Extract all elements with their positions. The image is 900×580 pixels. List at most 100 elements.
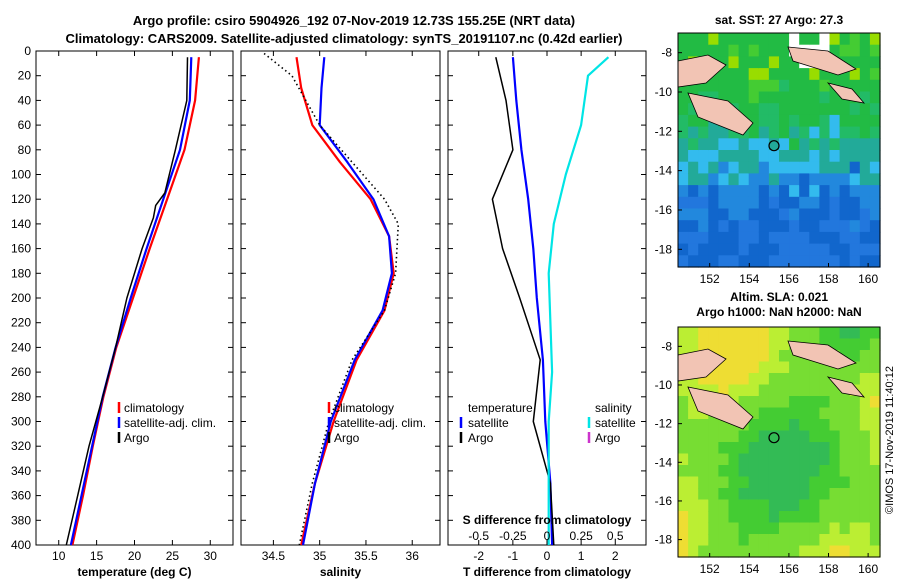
map-cell <box>869 150 881 163</box>
map-cell <box>799 185 810 198</box>
map-y-tick-label: -8 <box>661 339 672 353</box>
map-cell <box>758 476 770 489</box>
map-cell <box>738 220 750 233</box>
map-cell <box>859 33 871 46</box>
map-cell <box>799 373 810 386</box>
map-cell <box>708 33 719 46</box>
map-cell <box>688 196 699 210</box>
map-cell <box>758 384 770 397</box>
map-cell <box>799 396 810 409</box>
map-cell <box>698 220 709 233</box>
map-cell <box>799 442 810 455</box>
map-cell <box>859 361 871 374</box>
map-cell <box>758 138 770 151</box>
x-tick-label: -1 <box>508 549 519 563</box>
map-cell <box>768 150 780 163</box>
map-cell <box>718 545 730 558</box>
map-cell <box>708 511 719 524</box>
map-cell <box>849 522 861 535</box>
map-cell <box>849 68 861 81</box>
map-cell <box>708 161 719 174</box>
map-cell <box>748 103 760 116</box>
map-cell <box>799 476 810 489</box>
s-tick-label: 0 <box>544 529 551 543</box>
map-cell <box>688 327 699 340</box>
map-cell <box>859 243 871 256</box>
map-cell <box>819 442 831 455</box>
map-cell <box>869 185 881 198</box>
map-cell <box>738 196 750 210</box>
land-shape <box>687 92 754 136</box>
map-cell <box>748 220 760 233</box>
map-cell <box>819 173 831 186</box>
map-cell <box>859 91 871 104</box>
map-cell <box>688 442 699 455</box>
map-cell <box>859 173 871 186</box>
map-cell <box>728 56 740 69</box>
land-shape <box>826 82 866 104</box>
map-cell <box>819 373 831 386</box>
map-cell <box>698 442 709 455</box>
map-cell <box>799 361 810 374</box>
map-cell <box>768 384 780 397</box>
map-x-tick-label: 156 <box>779 272 799 286</box>
y-tick-label: 300 <box>11 415 31 429</box>
map-cell <box>758 185 770 198</box>
map-cell <box>738 361 750 374</box>
map-cell <box>748 499 760 512</box>
map-cell <box>819 114 831 128</box>
map-cell <box>768 488 780 501</box>
map-cell <box>768 231 780 245</box>
map-cell <box>738 185 750 198</box>
map-cell <box>849 255 861 268</box>
map-cell <box>799 138 810 151</box>
map-cell <box>758 231 770 245</box>
map-cell <box>859 350 871 363</box>
map-cell <box>789 476 800 489</box>
map-cell <box>718 488 730 501</box>
map-cell <box>849 208 861 221</box>
x-tick-label: 34.5 <box>262 549 286 563</box>
map-cell <box>758 453 770 466</box>
y-tick-label: 180 <box>11 266 31 280</box>
map-cell <box>758 44 770 57</box>
map-cell <box>829 208 841 221</box>
map-cell <box>869 396 881 409</box>
map-cell <box>799 196 810 210</box>
map-cell <box>779 196 790 210</box>
map-cell <box>839 114 851 128</box>
map-cell <box>768 453 780 466</box>
map-cell <box>678 196 689 210</box>
map-cell <box>869 114 881 128</box>
map-cell <box>718 255 730 268</box>
map-cell <box>809 208 820 221</box>
x-tick-label: 25 <box>166 549 180 563</box>
map-cell <box>698 511 709 524</box>
map-cell <box>748 91 760 104</box>
y-tick-label: 220 <box>11 316 31 330</box>
map-cell <box>718 185 730 198</box>
map-cell <box>738 150 750 163</box>
map-cell <box>708 231 719 245</box>
map-cell <box>678 91 689 104</box>
map-cell <box>799 545 810 558</box>
map-cell <box>839 68 851 81</box>
map-cell <box>779 243 790 256</box>
map-cell <box>819 196 831 210</box>
map-cell <box>809 465 820 478</box>
map-cell <box>748 255 760 268</box>
map-cell <box>799 173 810 186</box>
map-cell <box>789 407 800 420</box>
temperature-legend-label: Argo <box>124 431 150 445</box>
diff-legend-label: Argo <box>595 431 621 445</box>
map-cell <box>819 79 831 93</box>
map-cell <box>829 150 841 163</box>
map-cell <box>829 419 841 432</box>
map-cell <box>779 419 790 432</box>
map-cell <box>768 220 780 233</box>
map-cell <box>708 150 719 163</box>
map-cell <box>738 161 750 174</box>
map-cell <box>768 91 780 104</box>
map-cell <box>758 208 770 221</box>
map-cell <box>859 499 871 512</box>
